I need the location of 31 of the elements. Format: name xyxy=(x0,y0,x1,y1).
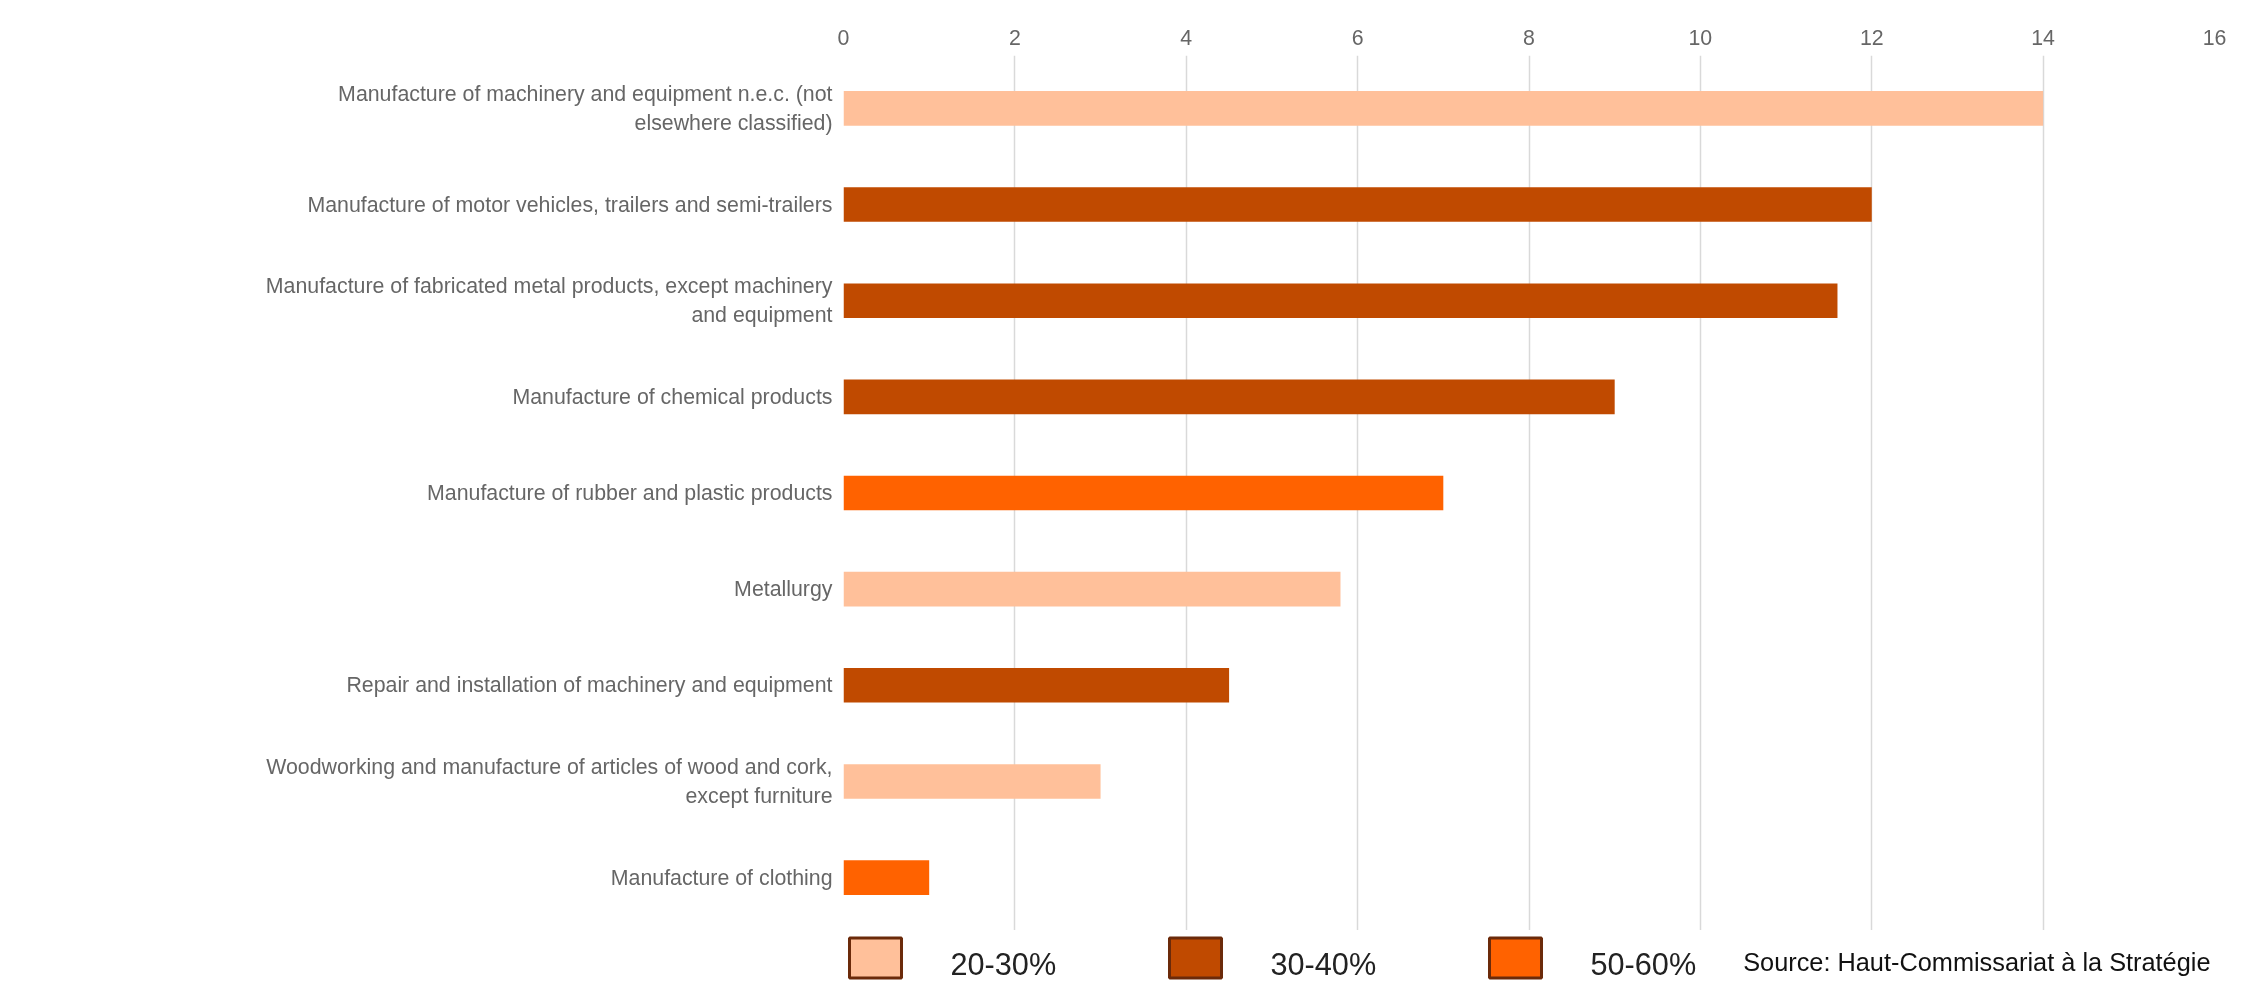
bar xyxy=(843,187,1872,222)
y-tick-label: Manufacture of machinery and equipment n.e.c. (not elsewhere classified) xyxy=(338,81,833,135)
bar xyxy=(843,764,1101,799)
y-tick-label: Manufacture of clothing xyxy=(610,865,833,890)
x-tick-label: 2 xyxy=(1008,25,1021,50)
x-tick-label: 16 xyxy=(2202,25,2227,50)
bar xyxy=(843,475,1444,511)
bar xyxy=(843,668,1230,703)
bar xyxy=(843,283,1838,318)
bar xyxy=(843,571,1341,607)
y-tick-label: Manufacture of fabricated metal products, except machinery and equipment xyxy=(265,274,833,328)
y-tick-label: Manufacture of chemical products xyxy=(512,384,833,409)
x-tick-label: 12 xyxy=(1859,25,1884,50)
y-tick-label: Manufacture of rubber and plastic products xyxy=(427,481,833,505)
bar xyxy=(843,860,930,895)
bar xyxy=(843,379,1615,415)
y-tick-label: Manufacture of motor vehicles, trailers and semi-trailers xyxy=(307,192,833,217)
x-tick-label: 4 xyxy=(1180,25,1193,50)
y-tick-label: Repair and installation of machinery and equipment xyxy=(346,673,833,698)
x-tick-label: 10 xyxy=(1688,25,1713,50)
legend-label: 20-30% xyxy=(950,947,1057,981)
x-tick-label: 14 xyxy=(2031,25,2056,50)
x-tick-label: 0 xyxy=(837,25,850,50)
y-tick-label: Metallurgy xyxy=(734,577,833,602)
x-tick-label: 6 xyxy=(1351,25,1364,50)
source-note: Source: Haut-Commissariat à la Stratégie xyxy=(1743,948,2211,976)
x-tick-label: 8 xyxy=(1523,25,1535,50)
y-tick-label: Woodworking and manufacture of articles of wood and cork, except furniture xyxy=(266,755,833,808)
legend-label: 50-60% xyxy=(1590,947,1697,981)
bar xyxy=(843,91,2044,126)
legend-label: 30-40% xyxy=(1270,947,1377,981)
